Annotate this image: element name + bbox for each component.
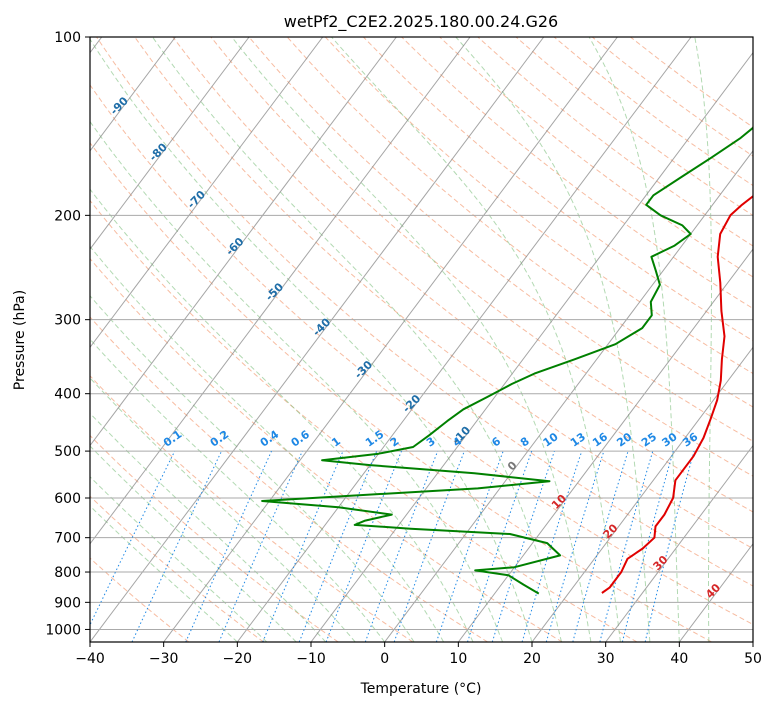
dry-adiabat [90,199,638,642]
y-tick-label: 300 [54,313,81,329]
profile-lines [261,126,753,595]
moist-adiabat [331,37,621,642]
y-tick-label: 400 [54,387,81,403]
dry-adiabat [90,142,712,642]
y-tick-label: 900 [54,595,81,611]
isotherm-label: -100 [63,49,92,78]
mixing-ratio-line [393,450,465,642]
dry-adiabat [401,37,753,310]
moist-adiabat [90,188,474,642]
moist-adiabat [90,377,356,642]
x-tick-label: −30 [149,651,179,667]
isotherm-line [236,37,692,642]
x-tick-label: 10 [449,651,467,667]
y-tick-label: 600 [54,491,81,507]
mixing-ratio-line [599,450,654,642]
temperature-line [601,195,753,594]
isotherm-line [752,641,753,642]
x-tick-label: 0 [380,651,389,667]
moist-adiabat [90,245,445,642]
x-tick-label: 30 [597,651,615,667]
background-lines [90,37,753,642]
mixing-ratio-line [90,450,176,626]
x-axis: −40 −30 −20 −10 0 10 20 30 40 50 [75,642,762,667]
mixing-ratio-line [572,450,629,642]
y-tick-label: 500 [54,444,81,460]
mixing-ratio-line [621,450,674,642]
isotherm-line [90,37,250,250]
dry-adiabat [90,84,753,625]
dry-adiabat [90,316,488,642]
y-axis-title: Pressure (hPa) [12,290,28,390]
dry-adiabat [90,434,339,642]
dry-adiabat [90,557,190,642]
moist-adiabat [90,120,503,642]
moist-adiabat [694,37,712,642]
y-tick-label: 700 [54,531,81,547]
isotherm-line [90,37,397,447]
isotherm-line [163,37,618,642]
dewpoint-line [261,126,753,595]
moist-adiabat [90,295,415,642]
x-tick-label: −40 [75,651,105,667]
mixing-ratio-line [467,450,533,642]
x-tick-label: −20 [223,651,253,667]
mixing-ratio-line [298,450,378,642]
moist-adiabat [90,445,297,642]
moist-adiabat [231,37,592,642]
plot-area [90,37,753,642]
plot-frame [89,36,754,643]
y-axis: 100 200 300 400 500 600 700 800 900 1000 [45,30,90,638]
isotherm-line [310,51,753,642]
isotherm-line [457,248,753,642]
isotherm-line [90,37,471,545]
mixing-ratio-line [545,450,605,642]
isotherm-line [90,37,545,642]
x-tick-label: 50 [744,651,762,667]
mixing-ratio-line [325,450,402,642]
moist-adiabat [90,38,533,642]
isotherm-line [90,37,176,152]
isotherm-line [531,346,753,642]
dry-adiabat [210,37,753,477]
dry-adiabat [248,37,753,442]
mixing-ratio-line [185,450,272,642]
dry-adiabat [134,37,753,550]
mixing-ratio-line [262,450,344,642]
isotherm-line [605,444,753,642]
moist-adiabat [152,37,562,642]
x-tick-label: −10 [296,651,326,667]
y-tick-label: 1000 [45,622,81,638]
mixing-ratio-line [521,450,583,642]
dry-adiabat [90,257,563,642]
mixing-ratio-line [644,450,695,642]
y-tick-label: 200 [54,208,81,224]
chart-title: wetPf2_C2E2.2025.180.00.24.G26 [284,12,558,32]
y-tick-label: 100 [54,30,81,46]
moist-adiabat [90,476,268,642]
mixing-ratio-line [491,450,555,642]
mixing-ratio-line [435,450,504,642]
x-tick-label: 20 [523,651,541,667]
isotherm-line [90,37,324,349]
mixing-ratio-line [218,450,303,642]
moist-adiabat [455,37,651,642]
moist-adiabat [90,412,327,642]
x-axis-title: Temperature (°C) [360,681,482,697]
isotherm-line [384,150,753,642]
y-tick-label: 800 [54,565,81,581]
mixing-ratio-line [364,450,439,642]
x-tick-label: 40 [670,651,688,667]
